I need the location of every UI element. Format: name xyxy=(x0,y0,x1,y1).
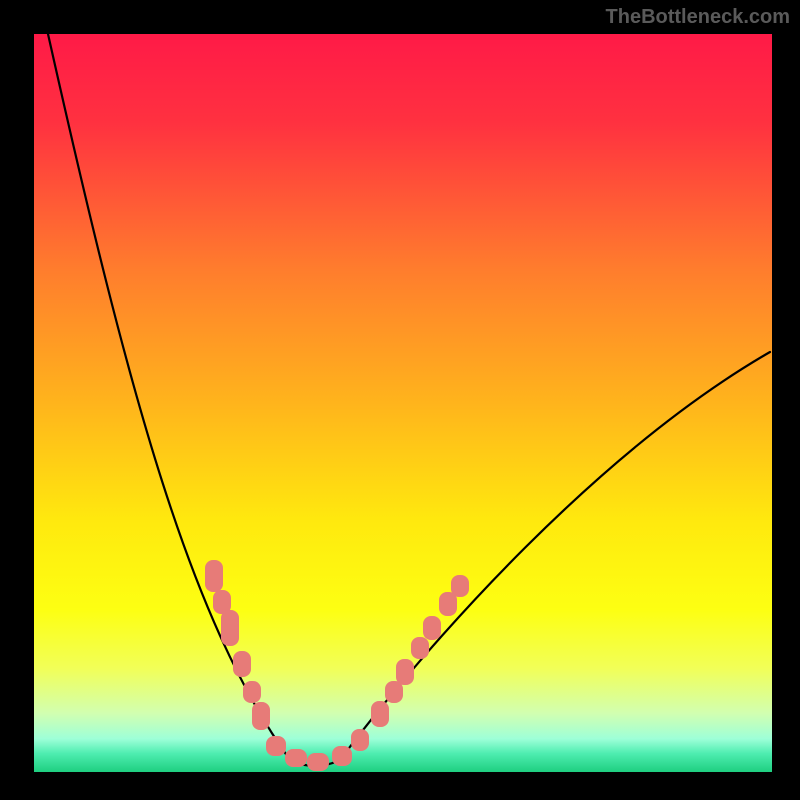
curve-marker xyxy=(252,702,270,730)
curve-marker xyxy=(351,729,369,751)
curve-layer xyxy=(34,34,772,772)
curve-marker xyxy=(439,592,457,616)
curve-marker xyxy=(233,651,251,677)
curve-marker xyxy=(332,746,352,766)
bottleneck-curve xyxy=(48,34,290,760)
curve-marker xyxy=(423,616,441,640)
curve-marker xyxy=(385,681,403,703)
curve-marker xyxy=(307,753,329,771)
curve-marker xyxy=(396,659,414,685)
watermark-text: TheBottleneck.com xyxy=(606,6,790,29)
curve-marker xyxy=(411,637,429,659)
curve-marker xyxy=(205,560,223,592)
chart-container: TheBottleneck.com xyxy=(0,0,800,800)
curve-marker xyxy=(221,610,239,646)
curve-marker xyxy=(371,701,389,727)
curve-marker xyxy=(243,681,261,703)
curve-marker xyxy=(451,575,469,597)
curve-marker xyxy=(266,736,286,756)
plot-area xyxy=(34,34,772,772)
bottleneck-curve xyxy=(340,352,770,760)
curve-marker xyxy=(285,749,307,767)
